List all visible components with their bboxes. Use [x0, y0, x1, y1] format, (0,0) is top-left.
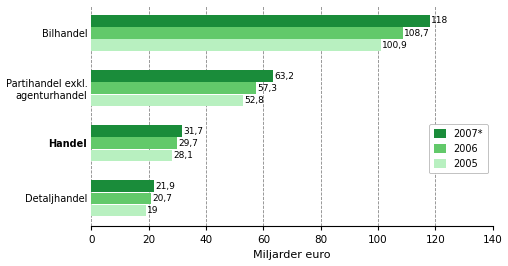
Text: 31,7: 31,7 — [184, 127, 204, 136]
Text: 28,1: 28,1 — [173, 151, 193, 160]
Bar — [91, 82, 256, 94]
Text: 21,9: 21,9 — [155, 182, 176, 191]
Text: 52,8: 52,8 — [244, 96, 264, 105]
Bar — [91, 193, 151, 204]
Bar — [91, 149, 172, 161]
Bar — [91, 39, 380, 51]
Bar — [91, 27, 403, 39]
Text: 100,9: 100,9 — [382, 41, 408, 50]
Bar — [91, 70, 272, 82]
Text: 108,7: 108,7 — [404, 28, 430, 38]
Bar — [91, 205, 146, 216]
Text: 63,2: 63,2 — [274, 72, 294, 81]
Text: 20,7: 20,7 — [152, 194, 172, 203]
Bar — [91, 94, 243, 106]
Text: 118: 118 — [431, 16, 448, 26]
Bar — [91, 138, 177, 149]
Bar — [91, 180, 154, 192]
Text: 19: 19 — [147, 206, 159, 215]
Bar — [91, 15, 430, 27]
Text: 57,3: 57,3 — [257, 84, 277, 93]
X-axis label: Miljarder euro: Miljarder euro — [253, 251, 331, 260]
Text: 29,7: 29,7 — [178, 139, 198, 148]
Bar — [91, 125, 182, 137]
Legend: 2007*, 2006, 2005: 2007*, 2006, 2005 — [429, 124, 488, 173]
